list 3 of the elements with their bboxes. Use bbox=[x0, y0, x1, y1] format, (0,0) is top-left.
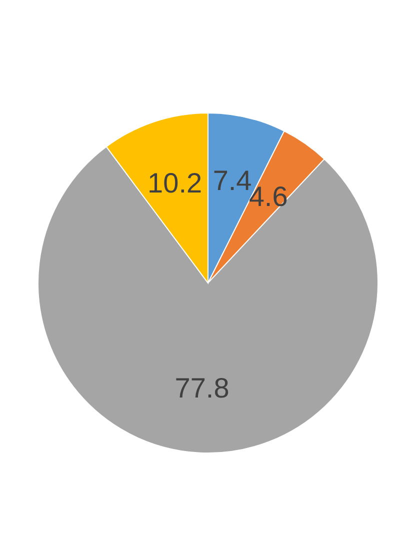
data-label: 10.2 bbox=[148, 167, 202, 198]
data-label: 7.4 bbox=[212, 164, 252, 196]
data-label: 77.8 bbox=[174, 372, 230, 404]
